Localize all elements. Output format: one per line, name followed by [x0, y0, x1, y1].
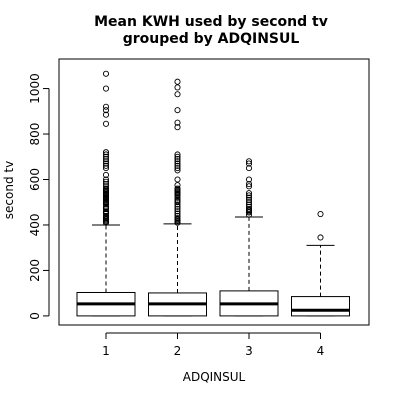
outlier-point — [245, 206, 253, 213]
x-tick-label: 4 — [317, 344, 325, 358]
outlier-point — [174, 151, 181, 158]
outlier-point — [174, 91, 181, 98]
outlier-point — [102, 185, 110, 192]
outlier-point — [245, 190, 253, 197]
box-iqr — [291, 296, 350, 317]
outlier-point — [174, 182, 181, 189]
outlier-point — [102, 153, 110, 160]
outlier-point — [102, 158, 110, 165]
outlier-point — [174, 185, 181, 192]
x-axis-label: ADQINSUL — [183, 370, 246, 384]
outlier-point — [174, 119, 181, 126]
outlier-point — [174, 160, 181, 167]
outlier-point — [174, 153, 181, 160]
outlier-point — [245, 158, 253, 165]
outlier-point — [174, 155, 181, 163]
outlier-point — [174, 78, 181, 85]
outlier-point — [317, 211, 324, 218]
outlier-point — [102, 70, 110, 77]
x-tick-label: 1 — [102, 344, 110, 358]
outlier-point — [102, 176, 110, 183]
outlier-point — [102, 107, 110, 114]
box-group — [219, 158, 279, 317]
x-axis: 1 2 3 4 — [102, 332, 325, 358]
outlier-point — [174, 176, 181, 183]
outlier-point — [102, 180, 110, 188]
outlier-point — [245, 180, 253, 188]
outlier-point — [174, 208, 181, 215]
x-tick-label: 2 — [174, 344, 182, 358]
outlier-point — [102, 178, 110, 185]
outlier-point — [245, 196, 253, 204]
outlier-point — [174, 167, 181, 174]
chart-title-line-2: grouped by ADQINSUL — [123, 31, 300, 47]
outlier-point — [174, 124, 181, 131]
outlier-point — [245, 201, 253, 208]
outlier-point — [174, 196, 181, 204]
outlier-point — [174, 194, 181, 201]
outlier-point — [174, 107, 181, 114]
box-group — [148, 78, 207, 317]
outlier-point — [102, 183, 110, 190]
outlier-point — [245, 176, 253, 183]
outlier-point — [174, 203, 181, 210]
box-group — [76, 70, 136, 317]
y-tick-label: 600 — [28, 168, 42, 191]
outlier-point — [102, 165, 110, 172]
outlier-point — [102, 155, 110, 163]
y-tick-label: 0 — [28, 312, 42, 320]
x-tick-label: 3 — [245, 344, 253, 358]
outlier-point — [102, 85, 110, 92]
outlier-point — [102, 149, 110, 156]
outlier-point — [102, 212, 110, 219]
outlier-point — [174, 162, 181, 169]
outlier-point — [317, 234, 324, 241]
outlier-point — [174, 215, 181, 222]
outlier-point — [245, 183, 253, 190]
y-tick-label: 800 — [28, 123, 42, 146]
outlier-point — [245, 199, 253, 206]
outlier-point — [102, 103, 110, 110]
outlier-point — [245, 192, 253, 199]
outlier-point — [245, 165, 253, 172]
outlier-point — [174, 84, 181, 91]
outlier-point — [102, 203, 110, 210]
outlier-point — [174, 201, 181, 208]
boxes-group — [76, 70, 350, 317]
outlier-point — [102, 208, 110, 215]
outlier-point — [245, 160, 253, 167]
y-tick-label: 200 — [28, 259, 42, 282]
outlier-point — [102, 160, 110, 167]
y-axis-label: second tv — [2, 161, 16, 219]
outlier-point — [245, 211, 253, 218]
outlier-point — [174, 210, 181, 217]
outlier-point — [102, 120, 110, 127]
outlier-point — [102, 151, 110, 158]
outlier-point — [174, 158, 181, 165]
box-group — [291, 211, 350, 317]
chart-title-line-1: Mean KWH used by second tv — [94, 14, 328, 30]
outlier-point — [102, 111, 110, 118]
outlier-point — [174, 206, 181, 213]
outlier-point — [174, 165, 181, 172]
y-axis: 0 200 400 600 800 1000 — [28, 73, 50, 320]
outlier-point — [245, 203, 253, 210]
y-tick-label: 400 — [28, 214, 42, 237]
plot-frame — [58, 58, 370, 326]
outlier-point — [102, 171, 110, 178]
y-tick-label: 1000 — [28, 73, 42, 104]
outlier-point — [245, 194, 253, 201]
outlier-point — [174, 212, 181, 219]
outlier-point — [102, 162, 110, 169]
